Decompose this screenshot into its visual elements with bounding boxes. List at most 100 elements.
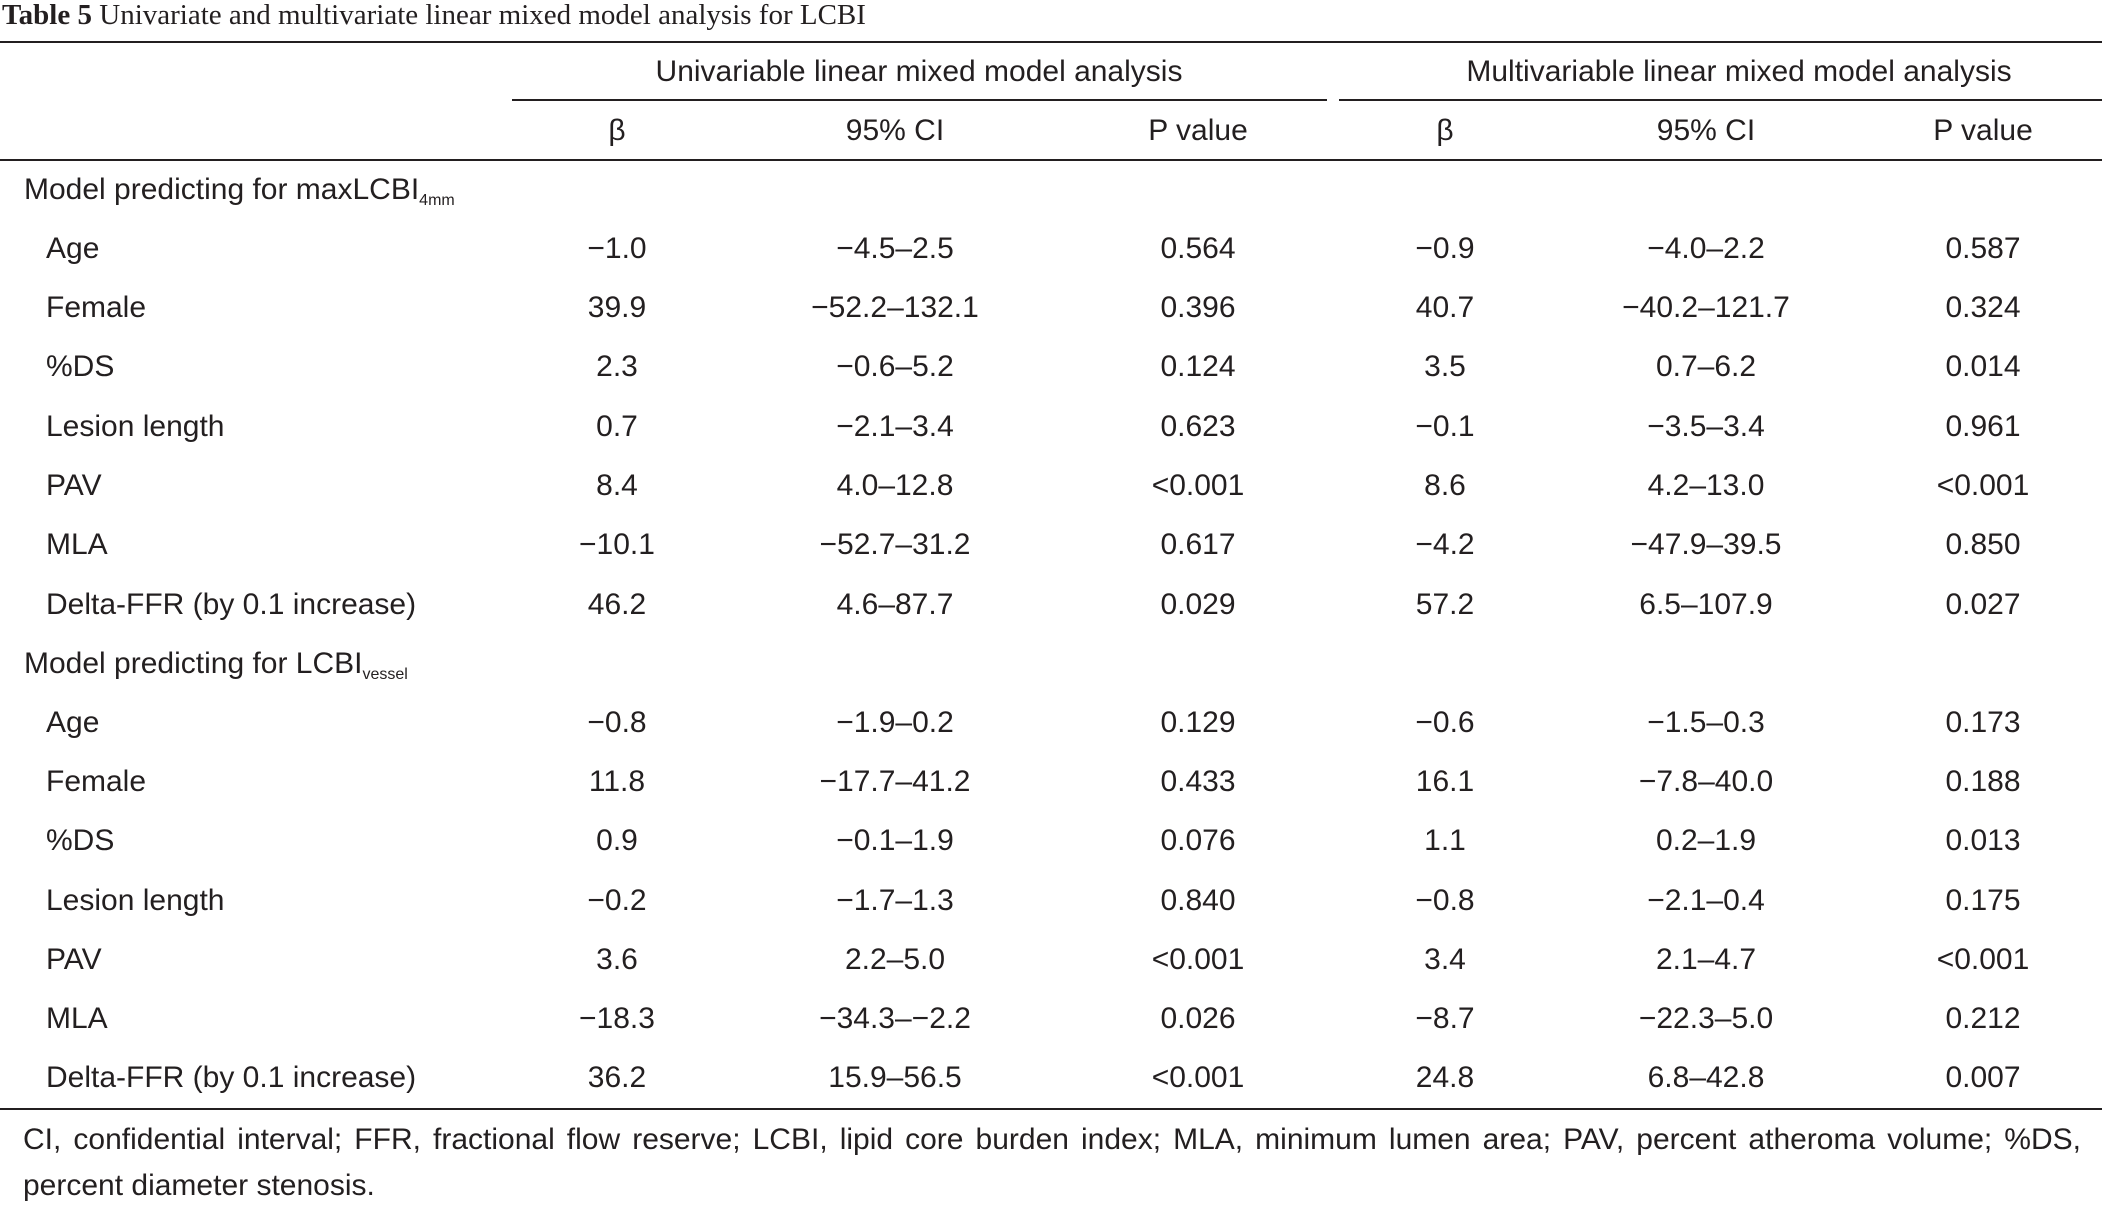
row-variable: %DS xyxy=(46,824,115,857)
table-footnote: CI, confidential interval; FFR, fraction… xyxy=(23,1123,2081,1202)
row-multi-ci: −40.2–121.7 xyxy=(1622,291,1790,324)
row-multi-p: <0.001 xyxy=(1936,943,2030,976)
row-multi-beta: −0.9 xyxy=(1415,232,1475,265)
row-uni-p: 0.129 xyxy=(1160,706,1236,739)
row-multi-p: 0.007 xyxy=(1945,1061,2021,1094)
row-multi-ci: −1.5–0.3 xyxy=(1647,706,1765,739)
row-uni-p: 0.026 xyxy=(1160,1002,1236,1035)
row-uni-beta: 36.2 xyxy=(587,1061,647,1094)
row-uni-ci: −4.5–2.5 xyxy=(836,232,954,265)
row-multi-beta: −0.1 xyxy=(1415,410,1475,443)
row-uni-ci: 2.2–5.0 xyxy=(844,943,946,976)
row-uni-p: <0.001 xyxy=(1151,1061,1245,1094)
row-multi-ci: −47.9–39.5 xyxy=(1630,528,1782,561)
row-multi-beta: 3.4 xyxy=(1424,943,1466,976)
row-multi-p: 0.850 xyxy=(1945,528,2021,561)
row-uni-ci: −1.7–1.3 xyxy=(836,884,954,917)
row-uni-ci: −52.2–132.1 xyxy=(811,291,979,324)
column-header-uni-beta: β xyxy=(608,114,626,147)
row-multi-beta: −0.6 xyxy=(1415,706,1475,739)
row-uni-ci: 4.0–12.8 xyxy=(836,469,954,502)
row-uni-beta: 46.2 xyxy=(587,588,647,621)
row-multi-ci: −2.1–0.4 xyxy=(1647,884,1765,917)
row-multi-p: 0.212 xyxy=(1945,1002,2021,1035)
row-uni-beta: 0.9 xyxy=(596,824,638,857)
section-title-lcbi-vessel: Model predicting for LCBIvessel xyxy=(24,644,408,684)
row-multi-beta: −8.7 xyxy=(1415,1002,1475,1035)
row-uni-ci: −0.6–5.2 xyxy=(836,350,954,383)
row-multi-ci: −7.8–40.0 xyxy=(1638,765,1774,798)
row-multi-ci: 6.8–42.8 xyxy=(1647,1061,1765,1094)
univariable-group-rule xyxy=(512,99,1327,101)
row-multi-beta: −0.8 xyxy=(1415,884,1475,917)
row-multi-beta: 3.5 xyxy=(1424,350,1466,383)
row-variable: Female xyxy=(46,765,147,798)
row-multi-ci: −4.0–2.2 xyxy=(1647,232,1765,265)
row-multi-p: <0.001 xyxy=(1936,469,2030,502)
row-multi-p: 0.188 xyxy=(1945,765,2021,798)
row-uni-beta: 0.7 xyxy=(596,410,638,443)
group-header-multivariable: Multivariable linear mixed model analysi… xyxy=(1466,55,2012,88)
row-multi-p: 0.027 xyxy=(1945,588,2021,621)
row-uni-ci: −17.7–41.2 xyxy=(819,765,971,798)
row-uni-ci: −0.1–1.9 xyxy=(836,824,954,857)
row-uni-ci: 15.9–56.5 xyxy=(828,1061,962,1094)
row-uni-p: 0.433 xyxy=(1160,765,1236,798)
row-variable: MLA xyxy=(46,528,108,561)
column-header-uni-p: P value xyxy=(1148,114,1248,147)
row-uni-ci: −2.1–3.4 xyxy=(836,410,954,443)
column-header-multi-ci: 95% CI xyxy=(1656,114,1756,147)
row-uni-beta: 3.6 xyxy=(596,943,638,976)
row-uni-beta: −1.0 xyxy=(587,232,647,265)
column-header-uni-ci: 95% CI xyxy=(845,114,945,147)
row-variable: Delta-FFR (by 0.1 increase) xyxy=(46,588,417,621)
row-multi-p: 0.173 xyxy=(1945,706,2021,739)
row-multi-p: 0.014 xyxy=(1945,350,2021,383)
row-multi-beta: 16.1 xyxy=(1415,765,1475,798)
row-variable: MLA xyxy=(46,1002,108,1035)
row-uni-ci: 4.6–87.7 xyxy=(836,588,954,621)
row-multi-p: 0.587 xyxy=(1945,232,2021,265)
row-multi-beta: 24.8 xyxy=(1415,1061,1475,1094)
row-uni-p: 0.840 xyxy=(1160,884,1236,917)
row-variable: Age xyxy=(46,706,100,739)
table-caption-title: Univariate and multivariate linear mixed… xyxy=(92,0,866,31)
row-uni-beta: −0.8 xyxy=(587,706,647,739)
row-uni-ci: −52.7–31.2 xyxy=(819,528,971,561)
row-multi-p: 0.324 xyxy=(1945,291,2021,324)
row-multi-beta: 40.7 xyxy=(1415,291,1475,324)
multivariable-group-rule xyxy=(1339,99,2102,101)
row-multi-ci: 0.2–1.9 xyxy=(1655,824,1757,857)
row-multi-ci: 2.1–4.7 xyxy=(1655,943,1757,976)
row-multi-beta: 8.6 xyxy=(1424,469,1466,502)
group-header-univariable: Univariable linear mixed model analysis xyxy=(655,55,1183,88)
table-caption-label: Table 5 xyxy=(2,0,92,31)
row-uni-beta: 2.3 xyxy=(596,350,638,383)
table-caption: Table 5 Univariate and multivariate line… xyxy=(2,0,866,34)
row-uni-p: 0.124 xyxy=(1160,350,1236,383)
row-variable: Age xyxy=(46,232,100,265)
row-multi-ci: 0.7–6.2 xyxy=(1655,350,1757,383)
row-variable: %DS xyxy=(46,350,115,383)
row-variable: Lesion length xyxy=(46,410,225,443)
section-title-maxlcbi: Model predicting for maxLCBI4mm xyxy=(24,170,455,210)
row-uni-p: <0.001 xyxy=(1151,469,1245,502)
row-multi-p: 0.175 xyxy=(1945,884,2021,917)
row-uni-p: <0.001 xyxy=(1151,943,1245,976)
section-title-lcbi-vessel-subscript: vessel xyxy=(362,666,408,683)
row-uni-p: 0.623 xyxy=(1160,410,1236,443)
row-uni-beta: 8.4 xyxy=(596,469,638,502)
row-variable: Lesion length xyxy=(46,884,225,917)
row-uni-p: 0.564 xyxy=(1160,232,1236,265)
table-top-rule xyxy=(0,41,2102,43)
table-bottom-rule xyxy=(0,1108,2102,1110)
row-variable: Female xyxy=(46,291,147,324)
row-multi-p: 0.961 xyxy=(1945,410,2021,443)
row-multi-beta: −4.2 xyxy=(1415,528,1475,561)
row-uni-beta: −10.1 xyxy=(579,528,655,561)
row-uni-ci: −1.9–0.2 xyxy=(836,706,954,739)
section-title-maxlcbi-text: Model predicting for maxLCBI xyxy=(24,173,420,206)
column-header-multi-p: P value xyxy=(1933,114,2033,147)
row-uni-beta: 11.8 xyxy=(588,765,646,798)
